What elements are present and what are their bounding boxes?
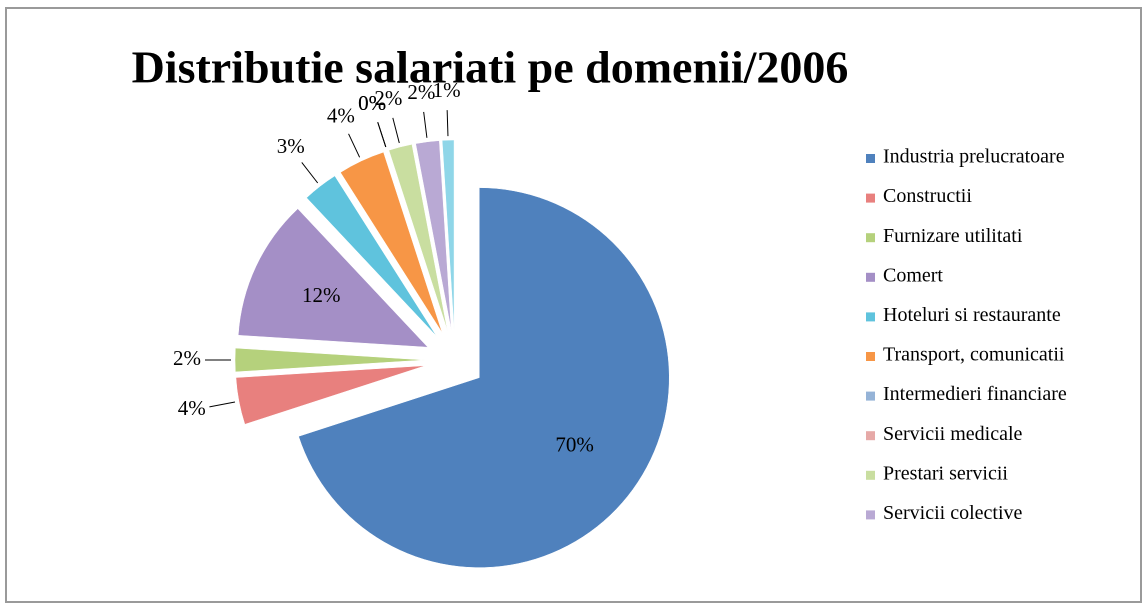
chart-title: Distributie salariati pe domenii/2006 — [132, 42, 849, 93]
pie-slice — [340, 151, 443, 333]
legend-swatch — [866, 154, 875, 163]
legend-swatch — [866, 272, 875, 282]
data-label: 12% — [302, 283, 341, 307]
data-label: 1% — [433, 78, 461, 102]
legend-label: Intermedieri financiare — [883, 383, 1067, 405]
legend-swatch — [866, 391, 875, 401]
pie-slice — [235, 365, 426, 425]
pie-slice — [237, 208, 429, 348]
leader-line — [377, 122, 387, 148]
data-label: 2% — [173, 346, 201, 370]
data-label: 0% — [358, 91, 386, 115]
leader-line — [446, 110, 449, 137]
legend-swatch — [866, 193, 875, 203]
legend-swatch — [866, 312, 875, 322]
legend-label: Furnizare utilitati — [883, 225, 1023, 247]
pie-slice — [441, 139, 455, 331]
legend-label: Hoteluri si restaurante — [883, 304, 1061, 326]
leader-line — [392, 117, 400, 144]
legend-swatch — [866, 510, 875, 520]
legend-swatch — [866, 431, 875, 441]
leader-line — [423, 111, 428, 138]
legend-swatch — [866, 352, 875, 361]
pie-slice — [415, 140, 452, 331]
data-label: 2% — [374, 86, 402, 110]
leader-line — [209, 401, 236, 408]
pie-slice — [388, 144, 448, 332]
data-label: 4% — [178, 396, 206, 420]
pie-slice — [298, 187, 670, 568]
legend-label: Constructii — [883, 185, 972, 207]
pie-slice — [386, 150, 446, 332]
legend-label: Prestari servicii — [883, 462, 1008, 484]
data-label: 4% — [327, 103, 355, 127]
legend-label: Servicii medicale — [883, 423, 1023, 445]
legend-swatch — [866, 233, 875, 243]
data-label: 70% — [555, 433, 594, 457]
data-label: 0% — [358, 91, 386, 115]
pie-slice — [234, 347, 426, 373]
legend-label: Servicii colective — [883, 502, 1023, 524]
legend-swatch — [866, 470, 875, 480]
legend-label: Transport, comunicatii — [883, 344, 1065, 366]
leader-line — [348, 133, 361, 158]
pie-slice — [306, 175, 437, 337]
legend-label: Industria prelucratoare — [883, 146, 1065, 168]
data-label: 2% — [407, 80, 435, 104]
legend-label: Comert — [883, 264, 943, 286]
data-label: 3% — [277, 134, 305, 158]
leader-line — [301, 162, 319, 184]
